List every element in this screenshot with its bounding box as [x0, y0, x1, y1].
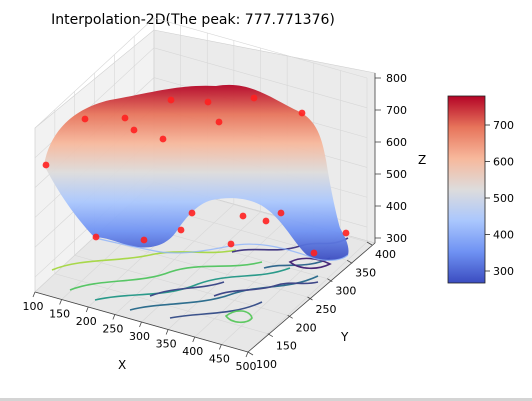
contour-line [224, 310, 253, 324]
sample-point [250, 94, 258, 102]
sample-point [159, 135, 167, 143]
x-tick-mark [245, 351, 249, 358]
x-tick-label: 500 [236, 360, 257, 373]
colorbar-tick-label: 400 [493, 229, 514, 242]
x-tick-mark [85, 306, 89, 313]
y-tick-label: 150 [276, 340, 297, 353]
x-tick-label: 200 [76, 315, 97, 328]
x-tick-label: 450 [209, 353, 230, 366]
surface-body [44, 84, 349, 261]
x-tick-mark [165, 329, 169, 335]
colorbar: 300 400 500 600 700 [447, 95, 514, 284]
x-tick-mark [192, 336, 196, 343]
x-tick-mark [59, 299, 62, 305]
x-tick-labels: 100 150 200 250 300 350 400 450 500 [23, 291, 257, 373]
y-tick-mark [327, 278, 333, 283]
x-tick-label: 250 [102, 323, 123, 336]
contour-line [51, 249, 237, 271]
grid-line-z [34, 17, 368, 129]
sample-point [342, 229, 350, 237]
sample-point [92, 233, 100, 241]
colorbar-gradient [447, 95, 486, 284]
sample-point [177, 226, 185, 234]
y-tick-label: 350 [355, 266, 376, 279]
y-axis-label: Y [340, 330, 349, 344]
y-tick-label: 400 [375, 248, 396, 261]
y-tick-label: 250 [316, 303, 337, 316]
colorbar-tick-label: 700 [493, 119, 514, 132]
z-axis-label: Z [418, 153, 426, 167]
colorbar-tick-labels: 300 400 500 600 700 [485, 119, 514, 278]
y-tick-mark [366, 241, 373, 246]
x-tick-label: 150 [49, 308, 70, 321]
contour-line [149, 281, 225, 297]
y-tick-mark [247, 351, 254, 356]
sample-point [204, 98, 212, 106]
sample-point [188, 209, 196, 217]
y-tick-mark [267, 333, 274, 338]
x-axis-label: X [118, 358, 126, 372]
y-tick-mark [307, 296, 313, 301]
y-tick-mark [287, 314, 293, 319]
z-tick-label: 300 [386, 232, 407, 245]
sample-point [140, 236, 148, 244]
contour-line [288, 257, 332, 270]
x-tick-mark [112, 314, 116, 320]
sample-point [42, 161, 50, 169]
y-tick-label: 300 [335, 285, 356, 298]
x-tick-label: 100 [23, 300, 44, 313]
sample-points [42, 94, 350, 257]
contour-line [94, 267, 291, 301]
sample-point [310, 249, 318, 257]
sample-point [215, 118, 223, 126]
y-tick-label: 200 [296, 321, 317, 334]
y-tick-mark [346, 259, 353, 264]
contour-line [213, 281, 319, 297]
sample-point [277, 209, 285, 217]
contour-line [129, 275, 319, 311]
colorbar-tick-label: 500 [493, 192, 514, 205]
sample-point [239, 212, 247, 220]
x-tick-label: 400 [182, 345, 203, 358]
z-tick-label: 500 [386, 168, 407, 181]
contour-line [69, 261, 263, 291]
x-tick-label: 350 [156, 338, 177, 351]
sample-point [227, 240, 235, 248]
z-tick-label: 800 [386, 72, 407, 85]
y-tick-labels: 100 150 200 250 300 350 400 [247, 241, 396, 371]
contour-line [169, 301, 263, 319]
sample-point [298, 109, 306, 117]
y-tick-label: 100 [256, 358, 277, 371]
y-axis-line [247, 242, 376, 353]
z-tick-label: 600 [386, 136, 407, 149]
colorbar-tick-label: 300 [493, 265, 514, 278]
x-tick-label: 300 [129, 330, 150, 343]
bottom-divider [0, 398, 532, 401]
chart-title: Interpolation-2D(The peak: 777.771376) [51, 12, 335, 28]
sample-point [130, 126, 138, 134]
z-tick-label: 700 [386, 104, 407, 117]
z-tick-labels: 300 400 500 600 700 800 [375, 72, 407, 245]
sample-point [167, 96, 175, 104]
colorbar-tick-label: 600 [493, 156, 514, 169]
sample-point [262, 217, 270, 225]
z-tick-label: 400 [386, 200, 407, 213]
x-tick-mark [32, 291, 36, 298]
sample-point [121, 114, 129, 122]
x-tick-mark [139, 321, 142, 328]
x-tick-mark [219, 344, 222, 350]
sample-point [81, 115, 89, 123]
